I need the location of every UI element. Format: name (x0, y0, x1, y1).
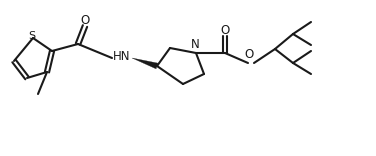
Text: O: O (220, 24, 230, 37)
Text: HN: HN (113, 51, 131, 63)
Text: O: O (244, 49, 254, 61)
Text: N: N (191, 39, 199, 51)
Text: O: O (80, 14, 89, 27)
Text: S: S (29, 31, 36, 41)
Polygon shape (132, 58, 158, 69)
